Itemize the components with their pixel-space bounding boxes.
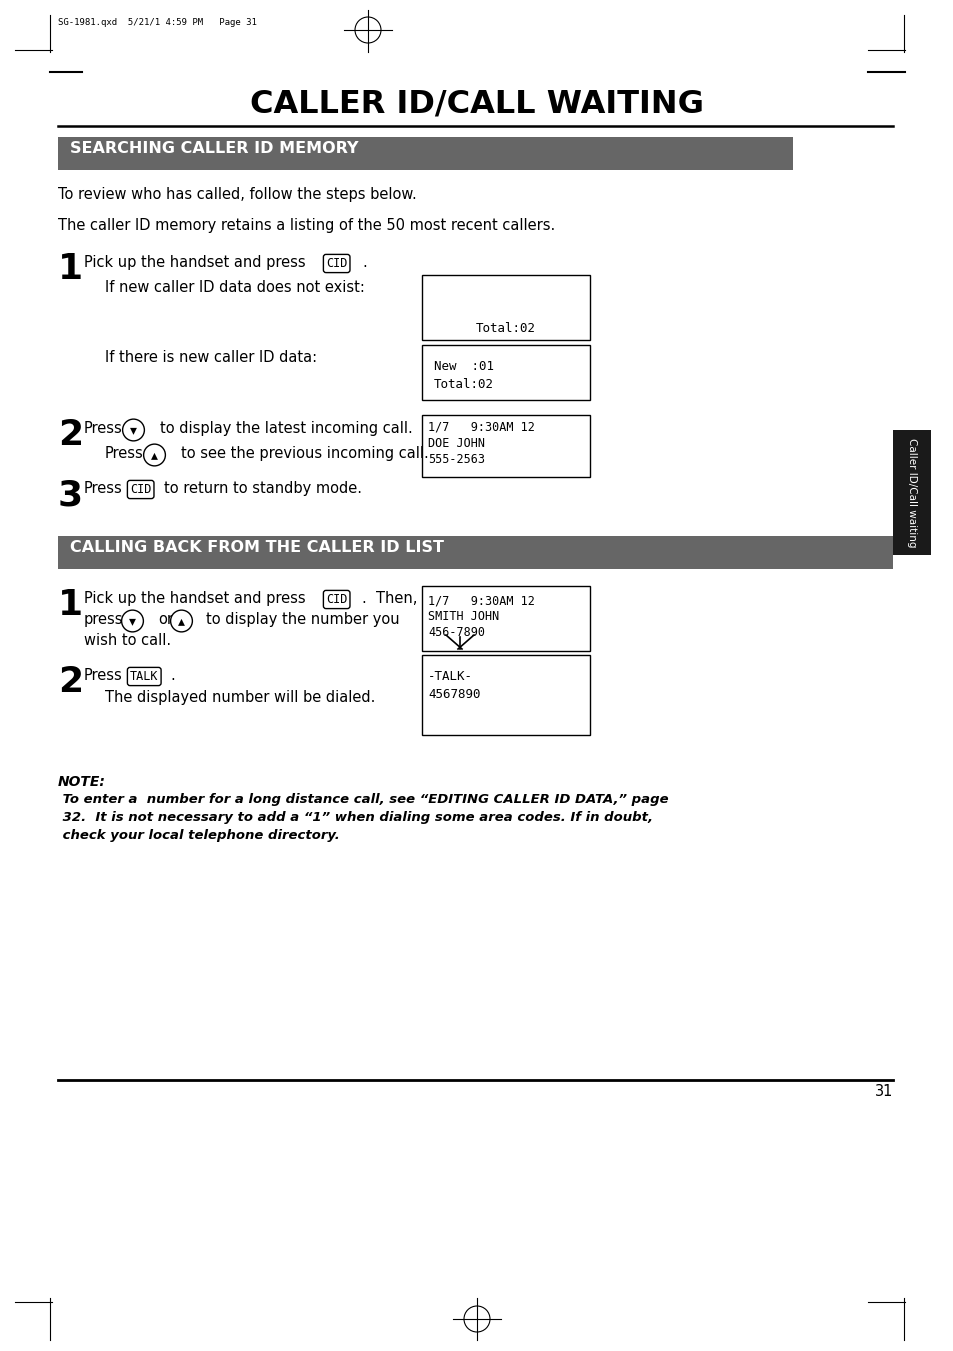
FancyBboxPatch shape <box>421 345 589 400</box>
Text: .: . <box>170 667 174 684</box>
Text: CID: CID <box>326 593 347 607</box>
Text: Caller ID/Call waiting: Caller ID/Call waiting <box>906 438 916 547</box>
Text: If there is new caller ID data:: If there is new caller ID data: <box>105 350 316 365</box>
Text: SEARCHING CALLER ID MEMORY: SEARCHING CALLER ID MEMORY <box>70 141 358 155</box>
Text: to display the latest incoming call.: to display the latest incoming call. <box>160 422 413 436</box>
Text: or: or <box>158 612 172 627</box>
Text: ▾: ▾ <box>129 613 136 628</box>
FancyBboxPatch shape <box>421 655 589 735</box>
Text: The displayed number will be dialed.: The displayed number will be dialed. <box>105 690 375 705</box>
Text: Press: Press <box>105 446 144 461</box>
Text: The caller ID memory retains a listing of the 50 most recent callers.: The caller ID memory retains a listing o… <box>58 218 555 232</box>
Text: 4567890: 4567890 <box>428 688 480 701</box>
Text: check your local telephone directory.: check your local telephone directory. <box>58 830 339 842</box>
Text: SMITH JOHN: SMITH JOHN <box>428 611 498 623</box>
Text: New  :01: New :01 <box>434 359 494 373</box>
Text: -TALK-: -TALK- <box>428 670 473 684</box>
Text: DOE JOHN: DOE JOHN <box>428 436 484 450</box>
Text: CID: CID <box>326 257 347 270</box>
Text: 2: 2 <box>58 417 83 453</box>
Text: to return to standby mode.: to return to standby mode. <box>164 481 361 496</box>
Text: Press: Press <box>84 481 123 496</box>
Text: CID: CID <box>130 484 152 496</box>
Text: to display the number you: to display the number you <box>206 612 399 627</box>
FancyBboxPatch shape <box>58 136 792 170</box>
Text: ▾: ▾ <box>130 423 137 436</box>
Text: To enter a  number for a long distance call, see “EDITING CALLER ID DATA,” page: To enter a number for a long distance ca… <box>58 793 668 807</box>
Text: wish to call.: wish to call. <box>84 634 171 648</box>
Text: SG-1981.qxd  5/21/1 4:59 PM   Page 31: SG-1981.qxd 5/21/1 4:59 PM Page 31 <box>58 18 256 27</box>
FancyBboxPatch shape <box>421 276 589 340</box>
Text: Pick up the handset and press: Pick up the handset and press <box>84 590 305 607</box>
Text: 2: 2 <box>58 665 83 698</box>
Text: press: press <box>84 612 123 627</box>
Text: NOTE:: NOTE: <box>58 775 106 789</box>
Text: CALLING BACK FROM THE CALLER ID LIST: CALLING BACK FROM THE CALLER ID LIST <box>70 540 443 555</box>
Text: 555-2563: 555-2563 <box>428 453 484 466</box>
Text: 31: 31 <box>874 1084 892 1098</box>
Text: .: . <box>361 255 366 270</box>
Text: .  Then,: . Then, <box>361 590 416 607</box>
FancyBboxPatch shape <box>892 430 930 555</box>
FancyBboxPatch shape <box>421 586 589 651</box>
Text: CALLER ID/CALL WAITING: CALLER ID/CALL WAITING <box>250 88 703 119</box>
FancyBboxPatch shape <box>58 536 892 569</box>
Text: 32.  It is not necessary to add a “1” when dialing some area codes. If in doubt,: 32. It is not necessary to add a “1” whe… <box>58 811 652 824</box>
Text: to see the previous incoming call.: to see the previous incoming call. <box>181 446 428 461</box>
FancyBboxPatch shape <box>421 415 589 477</box>
Text: Total:02: Total:02 <box>434 378 494 390</box>
Text: 1/7   9:30AM 12: 1/7 9:30AM 12 <box>428 594 535 607</box>
Text: Pick up the handset and press: Pick up the handset and press <box>84 255 305 270</box>
Text: 1: 1 <box>58 588 83 621</box>
Text: ▴: ▴ <box>151 449 158 462</box>
Text: If new caller ID data does not exist:: If new caller ID data does not exist: <box>105 280 364 295</box>
Text: 1/7   9:30AM 12: 1/7 9:30AM 12 <box>428 422 535 434</box>
Text: 1: 1 <box>58 253 83 286</box>
Text: To review who has called, follow the steps below.: To review who has called, follow the ste… <box>58 186 416 203</box>
Text: Press: Press <box>84 422 123 436</box>
Text: ▴: ▴ <box>178 613 185 628</box>
Text: Total:02: Total:02 <box>476 322 536 335</box>
Text: 3: 3 <box>58 478 83 512</box>
Text: 456-7890: 456-7890 <box>428 626 484 639</box>
Text: TALK: TALK <box>130 670 158 684</box>
Text: Press: Press <box>84 667 123 684</box>
